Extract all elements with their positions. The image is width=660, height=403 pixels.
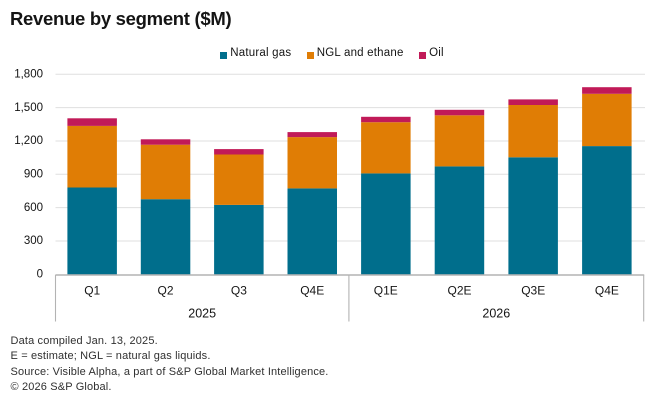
- svg-text:900: 900: [24, 169, 43, 181]
- svg-text:Q2E: Q2E: [447, 284, 471, 298]
- svg-text:2026: 2026: [482, 306, 510, 320]
- svg-text:600: 600: [24, 202, 43, 214]
- svg-text:1,500: 1,500: [14, 102, 43, 114]
- svg-text:Q1: Q1: [84, 284, 100, 298]
- svg-text:0: 0: [37, 269, 43, 281]
- svg-text:Q4E: Q4E: [300, 284, 324, 298]
- svg-text:1,200: 1,200: [14, 135, 43, 147]
- svg-text:Q1E: Q1E: [374, 284, 398, 298]
- svg-text:1,800: 1,800: [14, 69, 43, 81]
- svg-text:Q2: Q2: [157, 284, 173, 298]
- svg-text:Q3E: Q3E: [521, 284, 545, 298]
- svg-text:2025: 2025: [188, 306, 216, 320]
- svg-text:Q4E: Q4E: [595, 284, 619, 298]
- svg-text:Q3: Q3: [231, 284, 247, 298]
- svg-text:300: 300: [24, 235, 43, 247]
